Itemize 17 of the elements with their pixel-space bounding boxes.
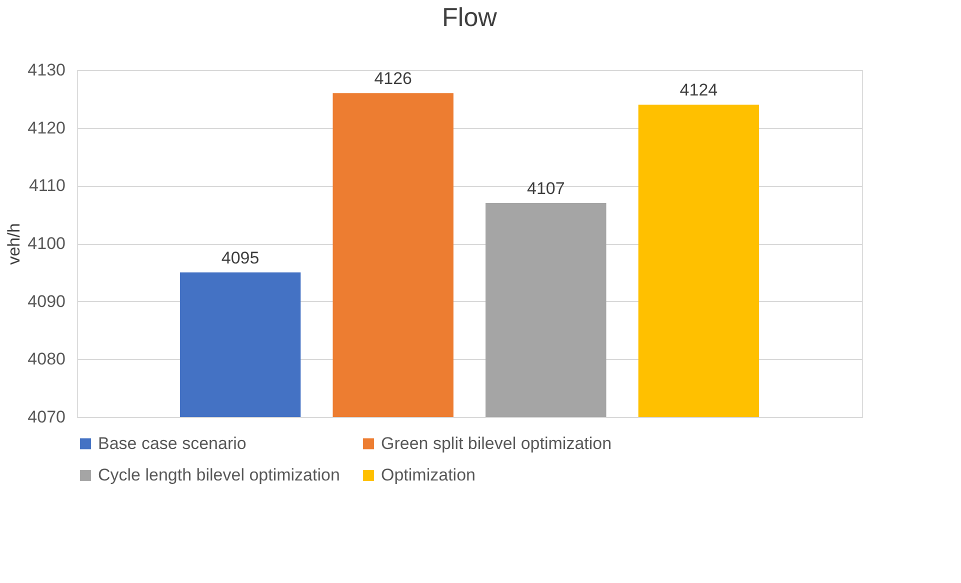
y-tick-label: 4090 [28,292,66,311]
y-tick-label: 4070 [28,408,66,426]
data-label: 4107 [526,179,565,198]
data-label: 4095 [221,248,260,268]
data-label: 4126 [374,69,412,88]
y-tick-label: 4080 [28,350,66,369]
legend-label: Cycle length bilevel optimization [98,466,340,484]
y-axis-title: veh/h [4,223,24,265]
y-tick-label: 4100 [28,234,66,253]
legend-label: Base case scenario [98,434,246,453]
y-tick-label: 4120 [28,118,66,138]
chart-title: Flow [442,2,498,32]
data-label: 4124 [680,80,718,100]
legend-label: Green split bilevel optimization [381,434,612,453]
legend-label: Optimization [381,466,476,484]
y-tick-label: 4130 [28,60,66,80]
y-tick-label: 4110 [28,176,66,196]
